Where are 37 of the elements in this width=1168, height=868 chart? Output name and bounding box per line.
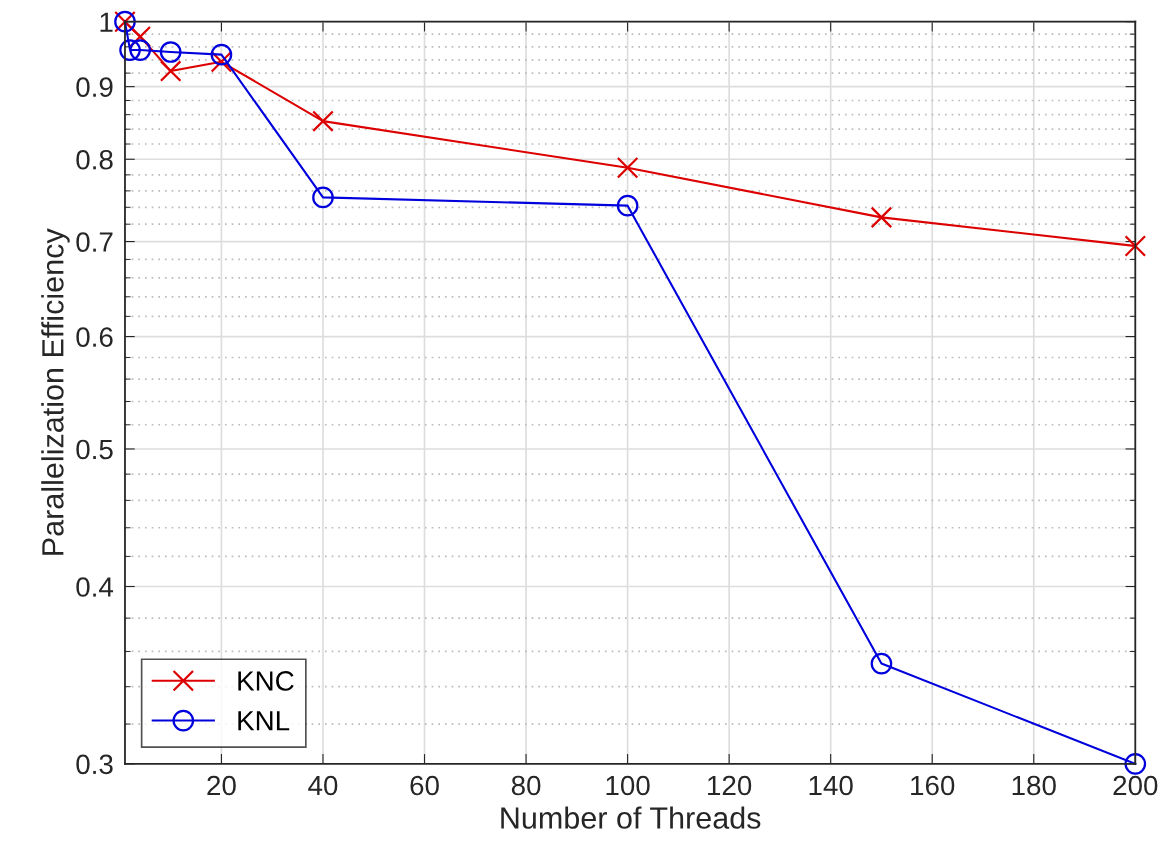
x-tick-label: 60 [410,775,439,796]
point [1124,753,1147,775]
point [312,186,334,209]
legend-label: KNC [238,671,294,691]
y-tick-label: 0.6 [76,327,113,347]
x-tick-label: 20 [207,775,236,796]
point [210,43,233,66]
x-tick-label: 100 [606,775,650,796]
y-axis-title: Parallelization Efficiency [41,228,70,555]
point [210,50,233,73]
point [129,25,152,48]
x-tick-label: 40 [308,775,338,796]
point [1124,235,1147,257]
x-tick-label: 180 [1012,775,1056,796]
point [129,39,152,61]
y-tick-label: 0.7 [76,232,113,252]
y-tick-label: 0.8 [76,149,113,170]
x-tick-label: 120 [708,775,752,796]
point [159,60,182,82]
x-tick-label: 160 [911,775,955,796]
y-tick-label: 0.5 [76,439,113,460]
point [119,39,141,61]
x-tick-label: 140 [809,775,853,796]
legend-label: KNL [238,711,290,731]
x-tick-label: 200 [1113,775,1158,796]
point [159,41,182,63]
point [870,206,893,229]
point [616,194,639,217]
y-tick-label: 1 [100,12,113,32]
y-tick-label: 0.3 [76,754,113,775]
y-tick-label: 0.4 [76,577,114,597]
point [312,110,334,132]
point [616,156,639,179]
y-tick-label: 0.9 [76,77,113,97]
point [870,652,893,675]
x-tick-label: 80 [511,775,541,796]
x-axis-title: Number of Threads [501,806,761,829]
